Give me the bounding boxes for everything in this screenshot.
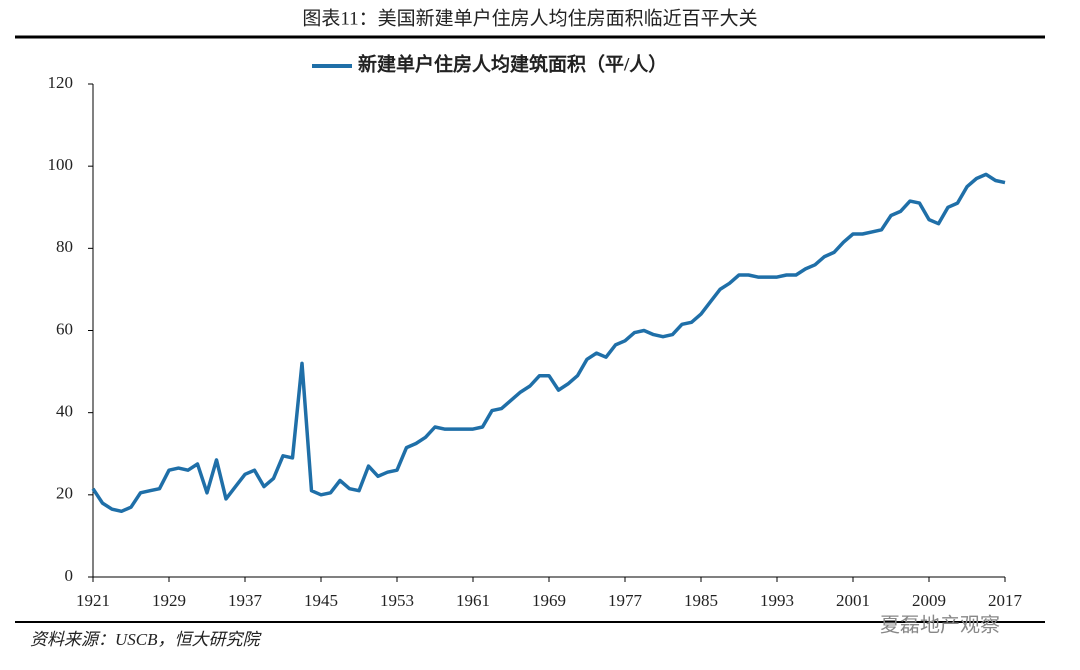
x-tick-label: 1993 — [760, 591, 794, 610]
x-tick-label: 2017 — [988, 591, 1023, 610]
x-tick-label: 1945 — [304, 591, 338, 610]
legend-label: 新建单户住房人均建筑面积（平/人） — [358, 52, 667, 75]
y-tick-label: 100 — [48, 155, 74, 174]
y-tick-label: 0 — [65, 566, 74, 585]
x-tick-label: 1977 — [608, 591, 643, 610]
source: 资料来源：USCB，恒大研究院 — [30, 630, 262, 649]
y-tick-label: 20 — [56, 484, 73, 503]
watermark: 夏磊地产观察 — [880, 614, 1000, 637]
x-tick-label: 1929 — [152, 591, 186, 610]
y-tick-label: 80 — [56, 237, 73, 256]
y-tick-label: 40 — [56, 402, 73, 421]
x-tick-label: 1985 — [684, 591, 718, 610]
x-tick-label: 1969 — [532, 591, 566, 610]
x-tick-label: 1953 — [380, 591, 414, 610]
x-tick-label: 2009 — [912, 591, 946, 610]
data-line — [91, 172, 1006, 514]
y-tick-label: 120 — [48, 73, 74, 92]
x-tick-label: 2001 — [836, 591, 870, 610]
x-tick-label: 1921 — [76, 591, 110, 610]
chart-title: 图表11：美国新建单户住房人均住房面积临近百平大关 — [302, 7, 757, 29]
x-tick-label: 1961 — [456, 591, 490, 610]
y-tick-label: 60 — [56, 319, 73, 338]
x-tick-label: 1937 — [228, 591, 263, 610]
